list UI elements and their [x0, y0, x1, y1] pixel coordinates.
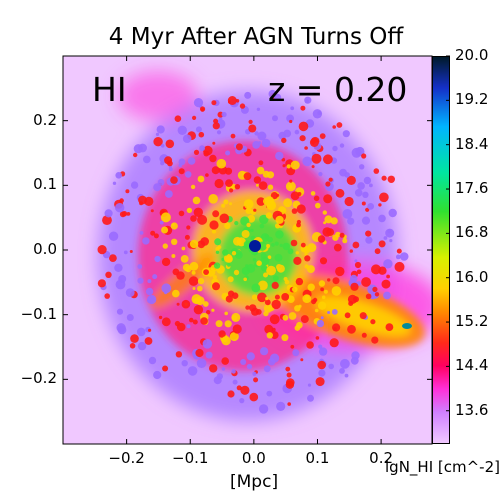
x-tick-label: 0.2 [369, 449, 394, 467]
x-tick-label: 0.0 [241, 449, 266, 467]
density-map-svg [63, 56, 432, 444]
colorbar-tick-label: 13.6 [455, 400, 489, 419]
colorbar-tick-label: 15.2 [455, 312, 489, 331]
hi-column-density-map [63, 56, 432, 444]
colorbar-tick-label: 14.4 [455, 356, 489, 375]
y-tick-label: 0.2 [33, 110, 57, 129]
colorbar-tick-label: 20.0 [455, 46, 489, 64]
y-tick-label: 0.0 [33, 240, 57, 258]
colorbar-label: lgN_HI [cm^-2] [385, 458, 500, 476]
x-tick-label: 0.1 [305, 449, 330, 467]
x-tick-label: −0.1 [172, 449, 209, 467]
x-tick-label: −0.2 [108, 449, 145, 467]
colorbar-tick-label: 16.0 [455, 267, 489, 286]
y-tick-label: 0.1 [33, 175, 57, 194]
redshift-label: z = 0.20 [268, 70, 408, 109]
dense-core [249, 240, 261, 252]
colorbar-tick-label: 17.6 [455, 179, 489, 198]
colorbar-tick-label: 19.2 [455, 90, 489, 109]
colorbar-tick-label: 16.8 [455, 223, 489, 242]
chart-title: 4 Myr After AGN Turns Off [108, 24, 404, 50]
colorbar-tick-label: 18.4 [455, 134, 489, 153]
y-tick-label: −0.1 [20, 304, 57, 323]
species-label: HI [92, 70, 127, 109]
x-axis-label: [Mpc] [230, 472, 279, 492]
dense-knot [402, 323, 412, 329]
gas-clumps [97, 89, 409, 414]
plot-frame [62, 55, 433, 445]
y-tick-label: −0.2 [20, 369, 57, 388]
